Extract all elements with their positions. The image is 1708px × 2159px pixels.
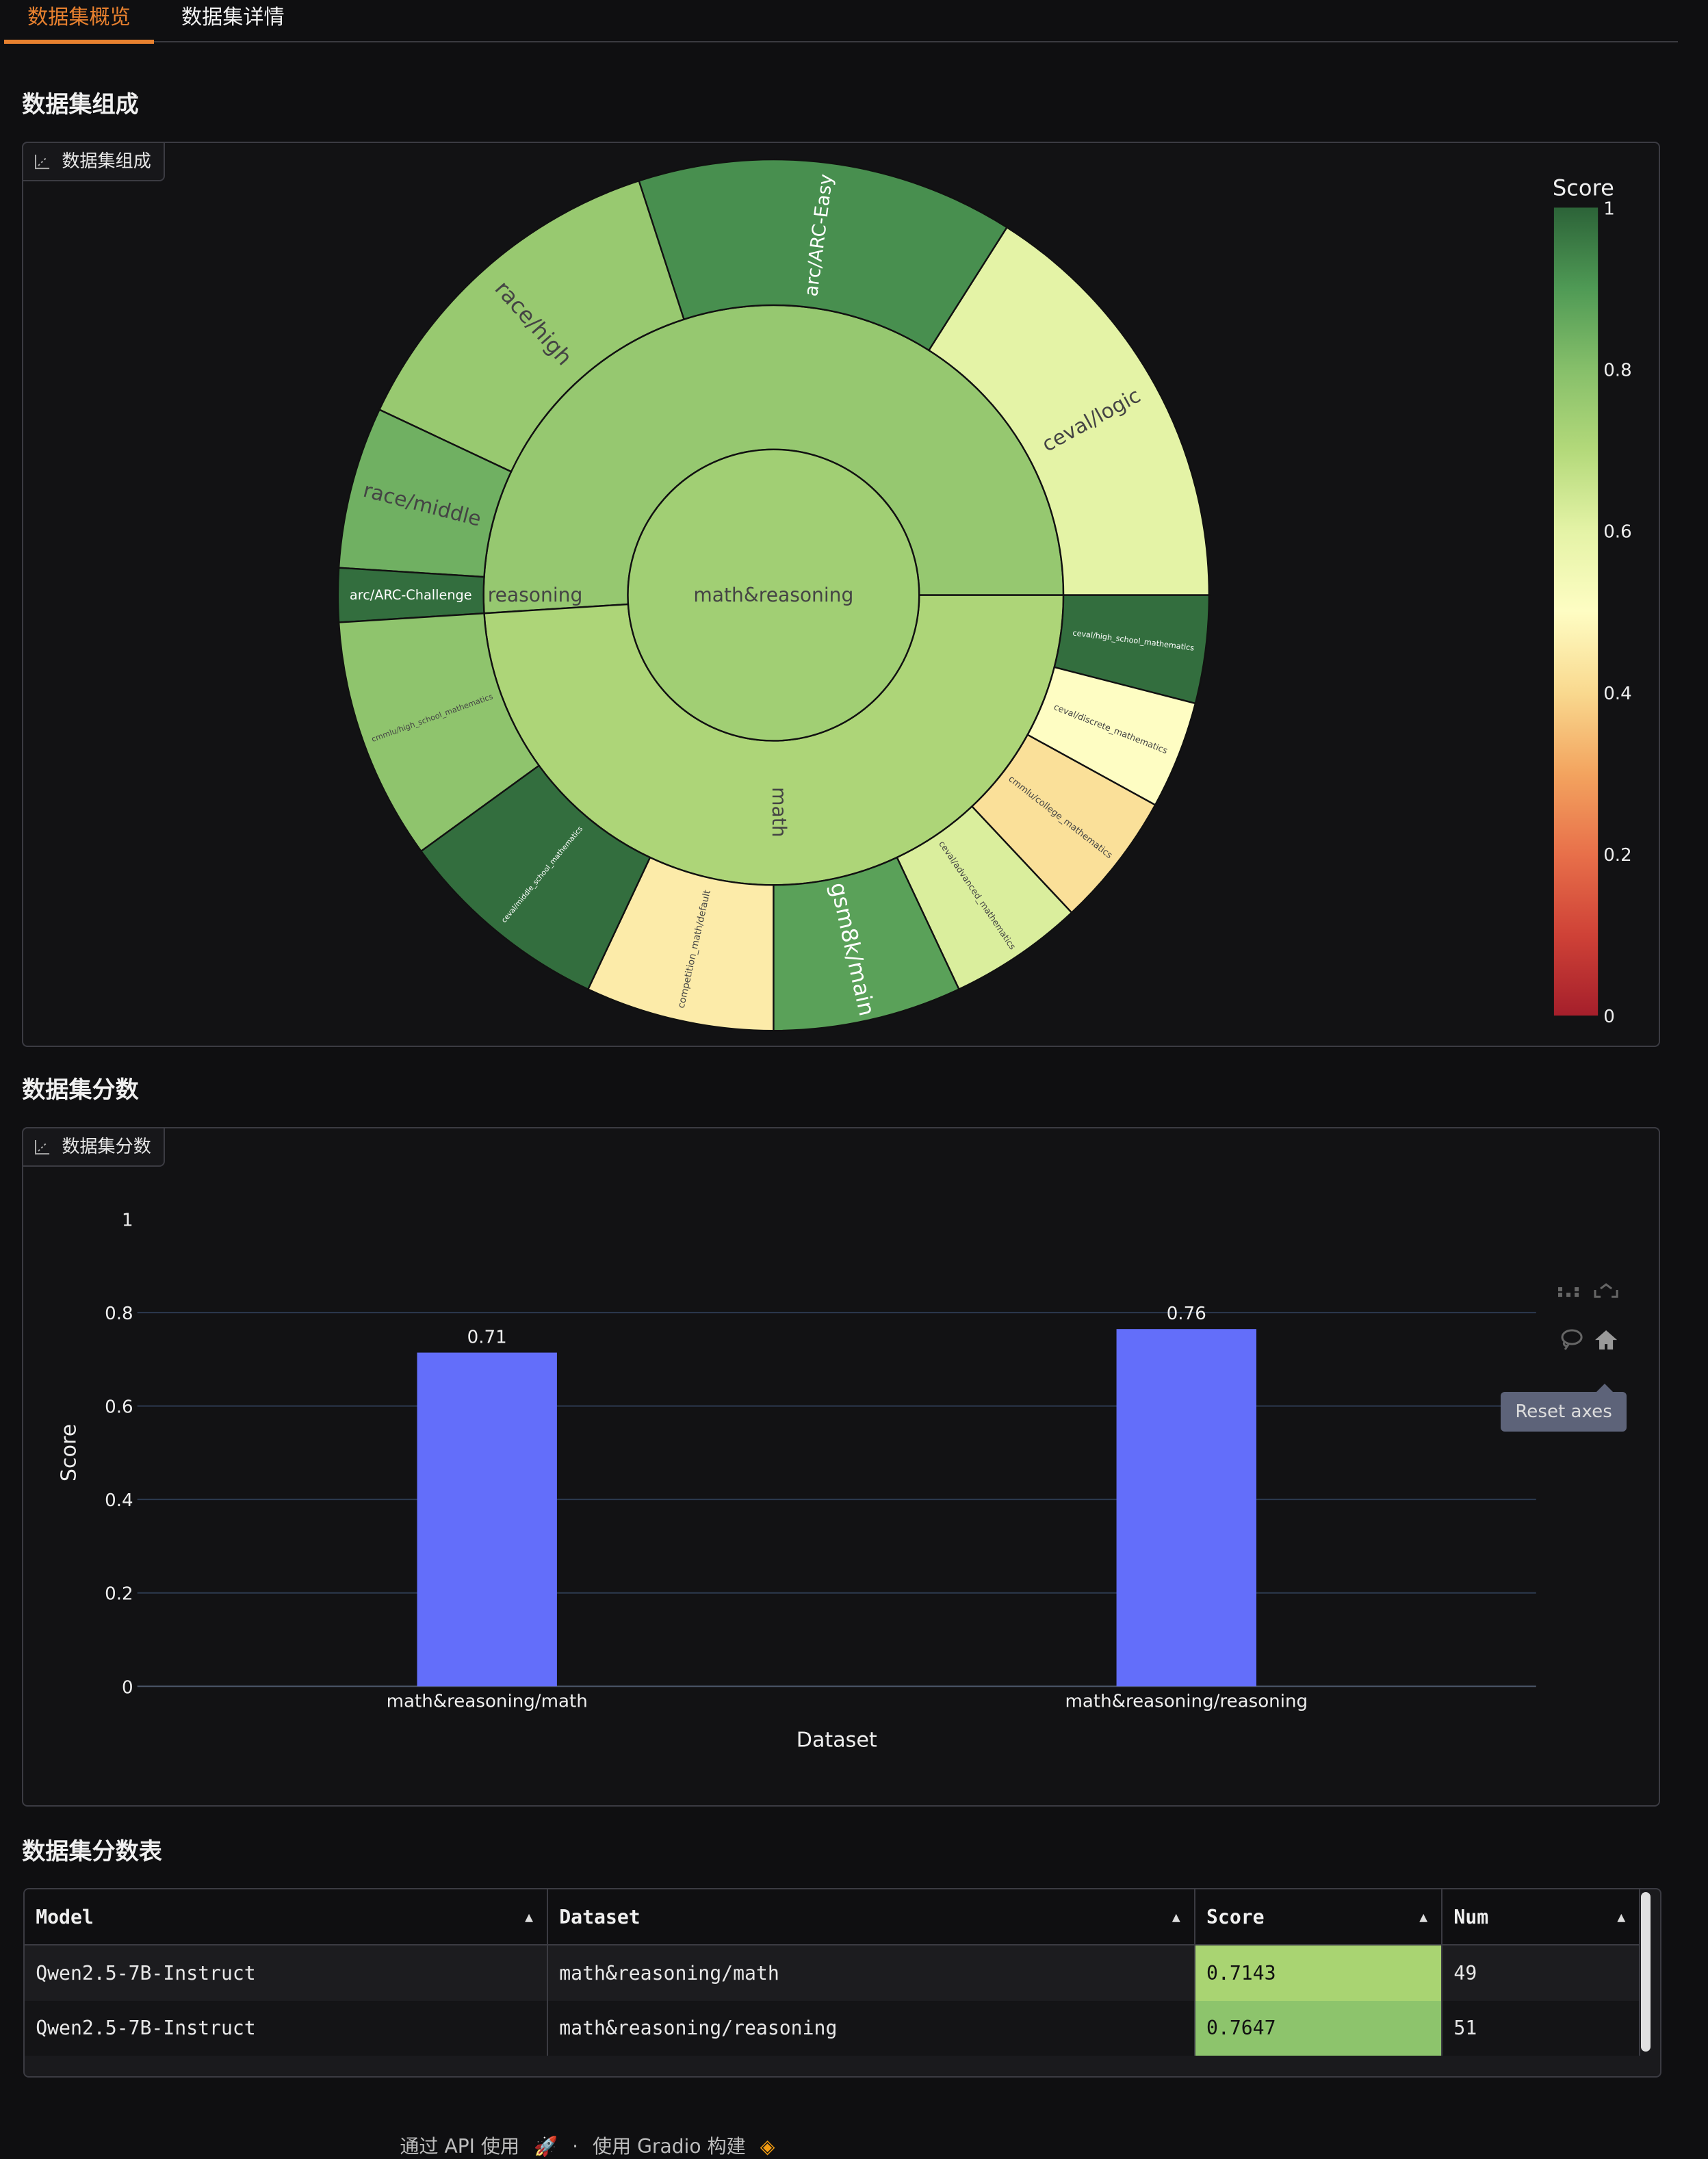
footer: 通过 API 使用 🚀 · 使用 Gradio 构建 ◈ — [400, 2131, 783, 2159]
cell-dataset[interactable]: math&reasoning/math — [547, 1945, 1195, 2001]
cell-num[interactable]: 49 — [1442, 1945, 1641, 2001]
autoscale-icon[interactable] — [1557, 1282, 1581, 1301]
y-tick-label: 0.4 — [105, 1490, 133, 1511]
rocket-icon: 🚀 — [534, 2135, 558, 2158]
home-icon[interactable] — [1594, 1328, 1618, 1352]
sunburst-segment[interactable] — [337, 612, 541, 853]
composition-panel: 数据集组成 ceval/logic arc/ARC-Easy race/high ra… — [22, 141, 1660, 1048]
sunburst-label: arc/ARC-Challenge — [350, 587, 472, 603]
cell-num[interactable]: 51 — [1442, 2000, 1641, 2056]
section-title-composition: 数据集组成 — [22, 91, 139, 119]
chart-icon — [35, 154, 50, 169]
sunburst-root-label: math&reasoning — [694, 584, 854, 606]
y-tick-label: 0.6 — [105, 1397, 133, 1417]
bar-data-label: 0.76 — [1167, 1304, 1206, 1324]
colorbar-tick-label: 0 — [1603, 1007, 1615, 1027]
sort-icon[interactable]: ▲ — [1617, 1909, 1626, 1926]
bar-data-label: 0.71 — [467, 1327, 507, 1347]
sort-icon[interactable]: ▲ — [1419, 1909, 1428, 1926]
api-link[interactable]: 通过 API 使用 — [400, 2135, 520, 2158]
scores-panel-label-text: 数据集分数 — [62, 1136, 151, 1157]
section-title-score-table: 数据集分数表 — [22, 1837, 162, 1865]
tooltip-arrow — [1596, 1384, 1614, 1393]
column-header-score[interactable]: Score ▲ — [1194, 1889, 1443, 1946]
cell-dataset[interactable]: math&reasoning/reasoning — [547, 2000, 1195, 2056]
gradio-logo-icon: ◈ — [760, 2135, 775, 2158]
cell-model[interactable]: Qwen2.5-7B-Instruct — [25, 1945, 549, 2001]
colorbar-tick-label: 1 — [1603, 198, 1615, 219]
y-tick-label: 0 — [122, 1677, 133, 1698]
column-header-model[interactable]: Model ▲ — [25, 1889, 549, 1946]
column-header-num[interactable]: Num ▲ — [1442, 1889, 1641, 1946]
sunburst-chart[interactable]: ceval/logicarc/ARC-Easyrace/highrace/mid… — [23, 143, 1659, 1046]
cell-score[interactable]: 0.7143 — [1194, 1945, 1443, 2001]
score-table: Model ▲ Dataset ▲ Score ▲ Num ▲ Qwen2.5-7B-I… — [23, 1887, 1661, 2078]
bar-chart[interactable]: 0 0.2 0.4 0.6 0.8 1 0.71 math&reasoning/math 0.7… — [23, 1128, 1659, 1806]
x-tick-label: math&reasoning/math — [387, 1691, 588, 1711]
colorbar-tick-label: 0.4 — [1603, 684, 1632, 704]
table-row: Qwen2.5-7B-Instruct math&reasoning/reaso… — [25, 2000, 1641, 2056]
cell-model[interactable]: Qwen2.5-7B-Instruct — [25, 2000, 549, 2056]
scores-panel: 数据集分数 0 0.2 0.4 0.6 0.8 1 0.71 math&reasoning/m… — [22, 1126, 1660, 1807]
x-tick-label: math&reasoning/reasoning — [1065, 1691, 1308, 1711]
colorbar-tick-label: 0.8 — [1603, 360, 1632, 380]
sort-icon[interactable]: ▲ — [524, 1909, 534, 1926]
colorbar-tick-label: 0.2 — [1603, 845, 1632, 866]
reset-axes-tooltip: Reset axes — [1500, 1392, 1627, 1432]
gradio-link[interactable]: 使用 Gradio 构建 — [592, 2135, 746, 2158]
composition-panel-label-text: 数据集组成 — [62, 151, 151, 172]
tab-dataset-overview[interactable]: 数据集概览 — [4, 3, 154, 44]
y-axis-title: Score — [57, 1423, 81, 1481]
sunburst-root[interactable] — [627, 448, 920, 742]
y-tick-label: 1 — [122, 1210, 133, 1230]
chart-icon — [35, 1139, 50, 1154]
zoom-out-icon[interactable] — [1594, 1282, 1618, 1301]
composition-panel-label: 数据集组成 — [22, 141, 165, 182]
y-tick-label: 0.2 — [105, 1583, 133, 1604]
bar[interactable] — [417, 1352, 558, 1686]
tab-bar: 数据集概览 数据集详情 — [4, 0, 1678, 44]
cell-score[interactable]: 0.7647 — [1194, 2000, 1443, 2056]
sunburst-segment[interactable] — [638, 158, 1009, 352]
footer-separator: · — [572, 2135, 578, 2158]
sunburst-group-label: reasoning — [488, 584, 583, 606]
tab-dataset-details[interactable]: 数据集详情 — [181, 5, 285, 30]
colorbar — [1554, 207, 1599, 1016]
x-axis-title: Dataset — [797, 1728, 877, 1752]
table-row: Qwen2.5-7B-Instruct math&reasoning/math … — [25, 1945, 1641, 2001]
colorbar-tick-label: 0.6 — [1603, 522, 1632, 543]
column-header-dataset[interactable]: Dataset ▲ — [547, 1889, 1195, 1946]
sort-icon[interactable]: ▲ — [1172, 1909, 1180, 1926]
table-scrollbar[interactable] — [1640, 1892, 1651, 2052]
lasso-icon[interactable] — [1558, 1328, 1583, 1352]
sunburst-segment[interactable] — [927, 226, 1211, 596]
colorbar-title: Score — [1553, 174, 1614, 201]
y-tick-label: 0.8 — [105, 1304, 133, 1324]
scores-panel-label: 数据集分数 — [22, 1126, 165, 1167]
bar[interactable] — [1116, 1328, 1257, 1686]
sunburst-group-label: math — [768, 787, 790, 837]
section-title-scores: 数据集分数 — [22, 1076, 139, 1104]
